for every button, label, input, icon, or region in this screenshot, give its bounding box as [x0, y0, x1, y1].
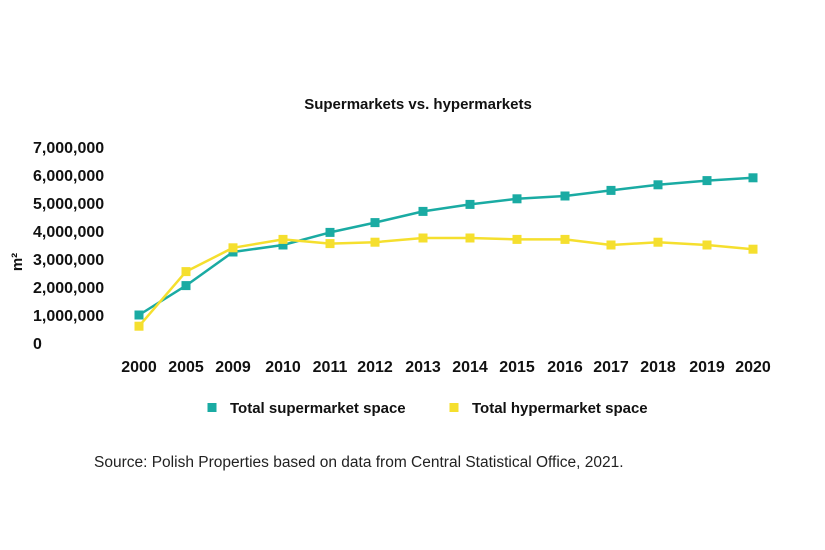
y-axis-tick-labels: 0 1,000,000 2,000,000 3,000,000 4,000,000 5,0…: [33, 140, 104, 353]
legend-item: Total hypermarket space: [449, 400, 648, 417]
data-point: [606, 240, 616, 250]
y-tick-label: 5,000,000: [33, 196, 104, 213]
series-line: [138, 236, 754, 328]
data-point: [465, 199, 475, 209]
legend: Total supermarket space Total hypermarket…: [207, 400, 648, 417]
data-point: [748, 173, 758, 183]
data-point: [134, 310, 144, 320]
data-point: [418, 233, 428, 243]
y-tick-label: 7,000,000: [33, 140, 104, 157]
x-tick-label: 2016: [547, 359, 583, 376]
series-1: [134, 173, 758, 320]
data-point: [418, 206, 428, 216]
x-tick-label: 2013: [405, 359, 441, 376]
data-point: [653, 237, 663, 247]
y-tick-label: 4,000,000: [33, 224, 104, 241]
x-tick-label: 2005: [168, 359, 204, 376]
x-tick-label: 2014: [452, 359, 488, 376]
series-2: [134, 233, 758, 331]
data-point: [560, 191, 570, 201]
y-axis-label: m²: [9, 253, 26, 271]
x-tick-label: 2017: [593, 359, 629, 376]
legend-item: Total supermarket space: [207, 400, 406, 417]
x-tick-label: 2009: [215, 359, 251, 376]
data-point: [702, 176, 712, 186]
data-point: [325, 227, 335, 237]
data-point: [748, 244, 758, 254]
x-tick-label: 2015: [499, 359, 535, 376]
y-tick-label: 3,000,000: [33, 252, 104, 269]
data-point: [228, 243, 238, 253]
data-point: [181, 267, 191, 277]
y-tick-label: 6,000,000: [33, 168, 104, 185]
legend-label: Total hypermarket space: [472, 400, 648, 417]
x-tick-label: 2010: [265, 359, 301, 376]
data-point: [512, 234, 522, 244]
data-point: [370, 218, 380, 228]
data-point: [512, 194, 522, 204]
legend-marker: [207, 403, 217, 412]
legend-marker: [449, 403, 459, 412]
data-point: [370, 237, 380, 247]
x-tick-label: 2019: [689, 359, 725, 376]
x-tick-label: 2000: [121, 359, 157, 376]
data-point: [465, 233, 475, 243]
x-tick-label: 2012: [357, 359, 393, 376]
data-point: [325, 239, 335, 249]
y-tick-label: 1,000,000: [33, 308, 104, 325]
chart-title: Supermarkets vs. hypermarkets: [304, 96, 532, 113]
data-point: [278, 240, 288, 250]
data-point: [134, 321, 144, 331]
x-axis-tick-labels: 2000 2005 2009 2010 2011 2012 2013 2014 2015 2016…: [121, 359, 771, 376]
data-point: [606, 185, 616, 195]
y-tick-label: 2,000,000: [33, 280, 104, 297]
series-line: [138, 176, 754, 317]
legend-label: Total supermarket space: [230, 400, 406, 417]
data-point: [181, 281, 191, 291]
data-point: [278, 234, 288, 244]
y-tick-label: 0: [33, 336, 42, 353]
x-tick-label: 2018: [640, 359, 676, 376]
x-tick-label: 2011: [313, 359, 348, 376]
x-tick-label: 2020: [735, 359, 771, 376]
series-layer: [134, 173, 758, 331]
data-point: [702, 240, 712, 250]
data-point: [653, 180, 663, 190]
source-note: Source: Polish Properties based on data …: [94, 454, 624, 471]
data-point: [560, 234, 570, 244]
